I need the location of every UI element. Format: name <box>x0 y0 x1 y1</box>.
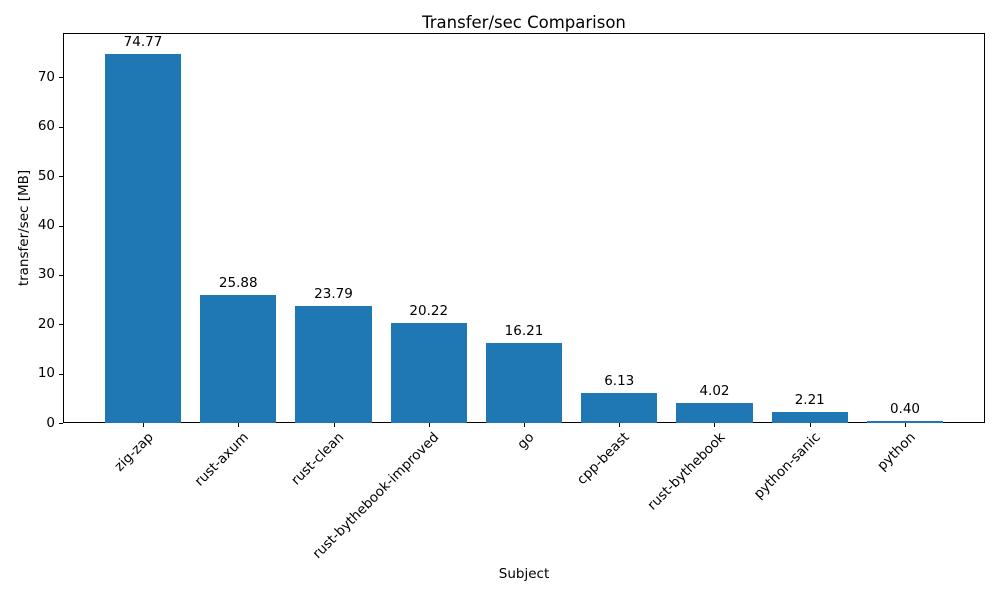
bar <box>771 412 848 423</box>
x-tick-mark <box>524 423 525 427</box>
y-tick-mark <box>59 274 63 276</box>
bar-value-label: 16.21 <box>504 322 544 339</box>
x-tick-mark <box>619 423 621 427</box>
bar <box>581 392 658 423</box>
x-tick-mark <box>143 423 144 427</box>
bar <box>676 403 753 423</box>
x-tick-label: cpp-beast <box>574 429 633 488</box>
x-tick-label: go <box>514 429 538 453</box>
bar-value-label: 25.88 <box>218 275 258 292</box>
x-tick-label: python-sanic <box>750 429 824 503</box>
x-tick-mark <box>904 423 906 427</box>
bar <box>485 342 563 423</box>
y-tick-mark <box>59 225 63 227</box>
x-tick-mark <box>333 423 335 427</box>
bar-value-label: 6.13 <box>604 372 635 389</box>
bar <box>866 421 944 423</box>
x-tick-mark <box>809 423 811 427</box>
bar-value-label: 4.02 <box>699 383 730 400</box>
x-tick-label: rust-axum <box>191 429 252 490</box>
x-tick-label: zig-zap <box>111 429 157 475</box>
x-axis-label: Subject <box>498 566 550 582</box>
x-tick-mark <box>238 423 240 427</box>
y-tick-label: 50 <box>37 167 55 184</box>
bar <box>295 305 372 423</box>
x-tick-label: rust-clean <box>287 429 348 489</box>
y-tick-mark <box>59 324 63 326</box>
bar-value-label: 74.77 <box>123 33 163 50</box>
x-tick-label: rust-bythebook <box>643 429 729 514</box>
bar <box>390 323 467 423</box>
bar <box>200 295 277 423</box>
y-tick-label: 30 <box>37 266 55 283</box>
bar-value-label: 20.22 <box>409 303 449 320</box>
y-tick-mark <box>59 126 63 128</box>
y-tick-label: 10 <box>37 365 55 382</box>
y-tick-mark <box>59 423 63 424</box>
bar-value-label: 23.79 <box>314 285 353 302</box>
y-tick-mark <box>59 77 63 79</box>
bar <box>104 53 182 423</box>
bar-value-label: 0.40 <box>889 401 921 418</box>
y-tick-label: 0 <box>46 414 55 431</box>
bar-value-label: 2.21 <box>794 392 825 409</box>
x-tick-mark <box>714 423 716 427</box>
y-tick-mark <box>59 373 63 375</box>
y-tick-label: 60 <box>37 118 55 135</box>
chart-title: Transfer/sec Comparison <box>422 13 626 32</box>
y-tick-label: 20 <box>37 315 55 332</box>
y-tick-label: 40 <box>37 217 55 234</box>
y-tick-label: 70 <box>37 68 55 85</box>
x-tick-label: python <box>873 429 919 475</box>
x-tick-mark <box>428 423 430 427</box>
y-tick-mark <box>59 176 63 178</box>
